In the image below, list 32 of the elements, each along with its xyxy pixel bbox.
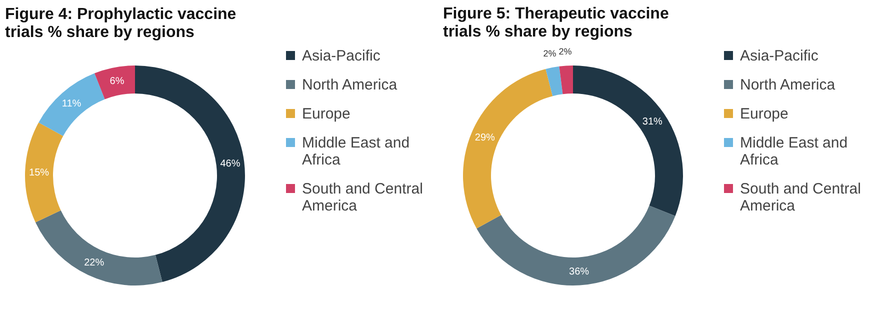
donut-slice	[35, 210, 162, 286]
data-label: 22%	[84, 257, 104, 268]
donut-slice	[94, 66, 135, 100]
legend-label: Middle East and Africa	[740, 134, 848, 168]
data-label: 31%	[642, 116, 663, 128]
donut-slice	[546, 66, 563, 96]
legend-label: North America	[302, 76, 398, 94]
donut-slice	[25, 122, 64, 222]
data-label: 36%	[569, 266, 590, 278]
donut-slice	[135, 66, 245, 282]
donut-slice	[559, 66, 573, 94]
legend-label: Middle East and Africa	[302, 134, 410, 168]
legend-label: Europe	[740, 106, 788, 122]
data-label: 2%	[543, 48, 556, 59]
legend-label: Europe	[302, 106, 350, 122]
chart-title: Figure 5: Therapeutic vaccine trials % share by regions	[443, 6, 669, 41]
data-label: 6%	[110, 76, 124, 88]
legend-label: South and Central America	[302, 180, 423, 214]
data-label: 29%	[474, 132, 496, 144]
donut-slice	[573, 66, 683, 216]
donut-slice	[38, 73, 105, 136]
data-label: 2%	[558, 46, 572, 57]
data-label: 46%	[220, 158, 240, 170]
chart-title: Figure 4: Prophylactic vaccine trials % share by regions	[5, 6, 236, 41]
legend-label: North America	[740, 76, 836, 94]
legend-label: Asia-Pacific	[740, 48, 819, 64]
data-label: 11%	[62, 98, 82, 110]
data-label: 15%	[29, 167, 50, 178]
legend-label: Asia-Pacific	[302, 48, 381, 64]
donut-slice	[476, 206, 676, 286]
donut-slice	[463, 68, 553, 228]
legend-label: South and Central America	[740, 180, 861, 214]
